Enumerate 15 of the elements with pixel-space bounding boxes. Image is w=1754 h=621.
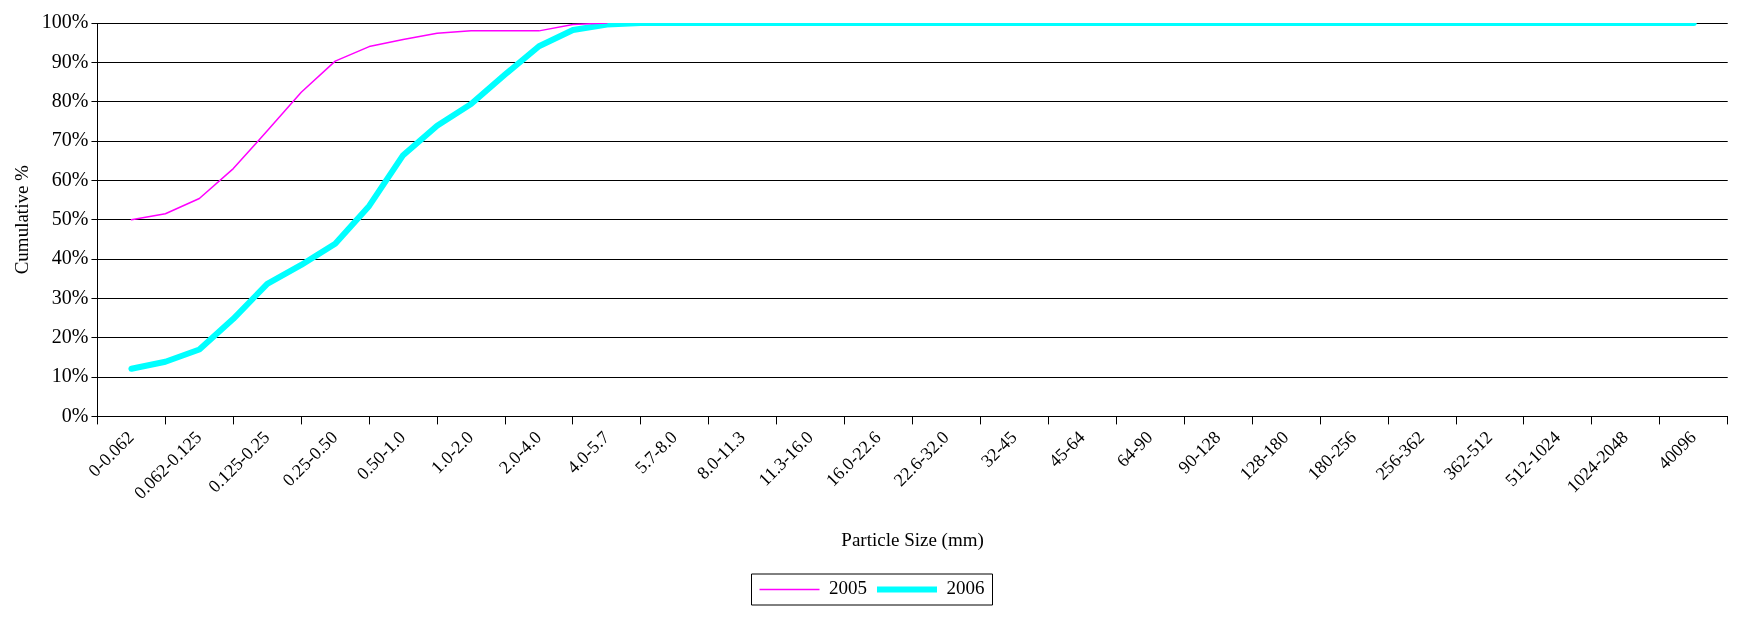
- y-tick-label: 20%: [51, 324, 89, 347]
- x-axis-title: Particle Size (mm): [841, 528, 984, 551]
- y-tick-label: 60%: [51, 167, 89, 190]
- legend-label: 2006: [946, 577, 985, 599]
- legend-label: 2005: [829, 577, 867, 599]
- y-tick-label: 80%: [51, 88, 89, 111]
- y-axis-title: Cumulative %: [11, 164, 33, 275]
- y-tick-label: 30%: [51, 285, 89, 308]
- y-tick-label: 0%: [61, 403, 89, 426]
- y-tick-label: 100%: [41, 10, 89, 33]
- y-tick-label: 50%: [51, 206, 89, 229]
- y-tick-label: 10%: [51, 364, 89, 387]
- y-tick-label: 90%: [51, 49, 89, 72]
- y-tick-label: 40%: [51, 246, 89, 269]
- y-tick-label: 70%: [51, 128, 89, 151]
